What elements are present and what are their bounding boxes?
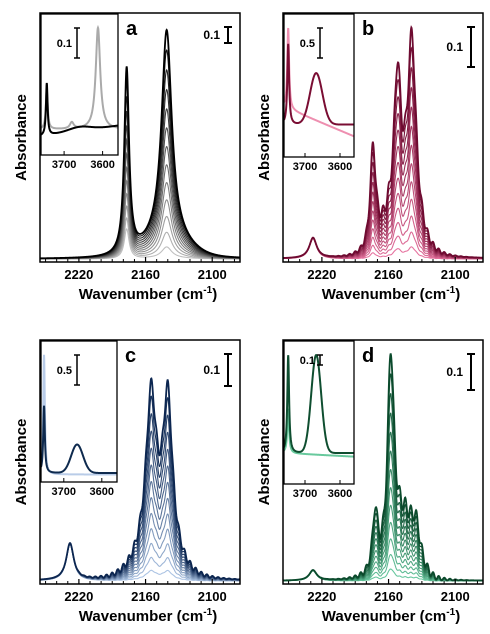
scale-bar-label: 0.1 <box>203 28 220 42</box>
inset-spectrum-line <box>41 405 117 474</box>
inset-x-tick-label: 3600 <box>328 161 352 173</box>
inset-spectrum-line <box>41 82 118 136</box>
inset-frame <box>40 340 118 483</box>
x-tick-label: 2160 <box>374 589 403 604</box>
inset: 3700 3600 0.1 <box>40 13 119 171</box>
inset-x-tick-label: 3700 <box>52 159 76 171</box>
inset-spectrum-line <box>284 353 354 455</box>
inset-background <box>284 14 354 157</box>
inset-frame <box>40 13 119 156</box>
x-tick-label: 2100 <box>198 589 227 604</box>
inset-x-tick-label: 3600 <box>328 488 352 500</box>
spectra-group <box>40 377 240 582</box>
inset: 3700 3600 0.5 <box>40 340 118 498</box>
inset-x-tick-label: 3600 <box>90 159 114 171</box>
x-tick-label: 2220 <box>307 267 336 282</box>
spectrum-line <box>283 25 483 259</box>
inset: 3700 3600 0.1 <box>283 340 355 500</box>
spectrum-line <box>283 353 483 582</box>
inset-spectra <box>284 27 354 138</box>
chart-panel-b: 2220 2160 2100 Wavenumber (cm-1) Absorbance b… <box>256 12 484 303</box>
x-tick-label: 2160 <box>131 267 160 282</box>
x-tick-label: 2160 <box>374 267 403 282</box>
plot-frame <box>282 12 484 263</box>
spectrum-line <box>40 377 240 581</box>
panel-letter: a <box>126 18 138 40</box>
inset-spectrum-line <box>284 408 354 458</box>
inset-background <box>41 14 118 155</box>
chart-panel-c: 2220 2160 2100 Wavenumber (cm-1) Absorbance c… <box>13 339 241 625</box>
x-tick-label: 2160 <box>131 589 160 604</box>
panel-letter: c <box>125 345 136 367</box>
inset-x-tick-label: 3700 <box>52 486 76 498</box>
chart-panel-a: 2220 2160 2100 Wavenumber (cm-1) Absorbance a… <box>13 12 241 303</box>
x-tick-label: 2220 <box>307 589 336 604</box>
x-tick-label: 2220 <box>64 589 93 604</box>
scale-bar-label: 0.1 <box>446 40 463 54</box>
x-tick-label: 2100 <box>198 267 227 282</box>
y-axis-label: Absorbance <box>13 94 30 181</box>
inset-spectra <box>284 353 354 458</box>
x-tick-label: 2100 <box>441 267 470 282</box>
spectrum-line <box>40 205 240 260</box>
inset-spectrum-line <box>284 43 354 126</box>
inset-frame <box>283 340 355 485</box>
inset: 3700 3600 0.5 <box>283 13 355 173</box>
inset-spectra <box>41 354 117 476</box>
inset-scale-bar-label: 0.1 <box>300 355 315 367</box>
spectra-group <box>283 25 483 260</box>
chart-panel-d: 2220 2160 2100 Wavenumber (cm-1) Absorbance d… <box>256 339 484 625</box>
scale-bar-label: 0.1 <box>203 363 220 377</box>
y-axis-label: Absorbance <box>256 94 273 181</box>
plot-frame <box>39 339 241 585</box>
inset-frame <box>283 13 355 158</box>
inset-x-tick-label: 3700 <box>293 488 317 500</box>
x-tick-label: 2100 <box>441 589 470 604</box>
x-axis-label: Wavenumber (cm-1) <box>322 607 460 625</box>
panel-letter: d <box>362 345 374 367</box>
inset-scale-bar-label: 0.1 <box>57 38 72 50</box>
scale-bar-label: 0.1 <box>446 365 463 379</box>
panel-letter: b <box>362 18 374 40</box>
inset-scale-bar-label: 0.5 <box>300 38 315 50</box>
spectra-group <box>40 28 240 260</box>
inset-x-tick-label: 3600 <box>90 486 114 498</box>
spectrum-line <box>40 179 240 260</box>
spectra-group <box>283 353 483 582</box>
x-axis-label: Wavenumber (cm-1) <box>322 285 460 303</box>
spectrum-line <box>40 28 240 260</box>
x-tick-label: 2220 <box>64 267 93 282</box>
x-axis-label: Wavenumber (cm-1) <box>79 607 217 625</box>
inset-spectrum-line <box>284 27 354 138</box>
inset-scale-bar-label: 0.5 <box>57 365 72 377</box>
y-axis-label: Absorbance <box>13 419 30 506</box>
y-axis-label: Absorbance <box>256 419 273 506</box>
inset-x-tick-label: 3700 <box>293 161 317 173</box>
spectrum-line <box>40 192 240 260</box>
plot-frame <box>282 339 484 585</box>
inset-background <box>41 341 117 482</box>
plot-frame <box>39 12 241 263</box>
inset-spectra <box>41 24 118 136</box>
x-axis-label: Wavenumber (cm-1) <box>79 285 217 303</box>
